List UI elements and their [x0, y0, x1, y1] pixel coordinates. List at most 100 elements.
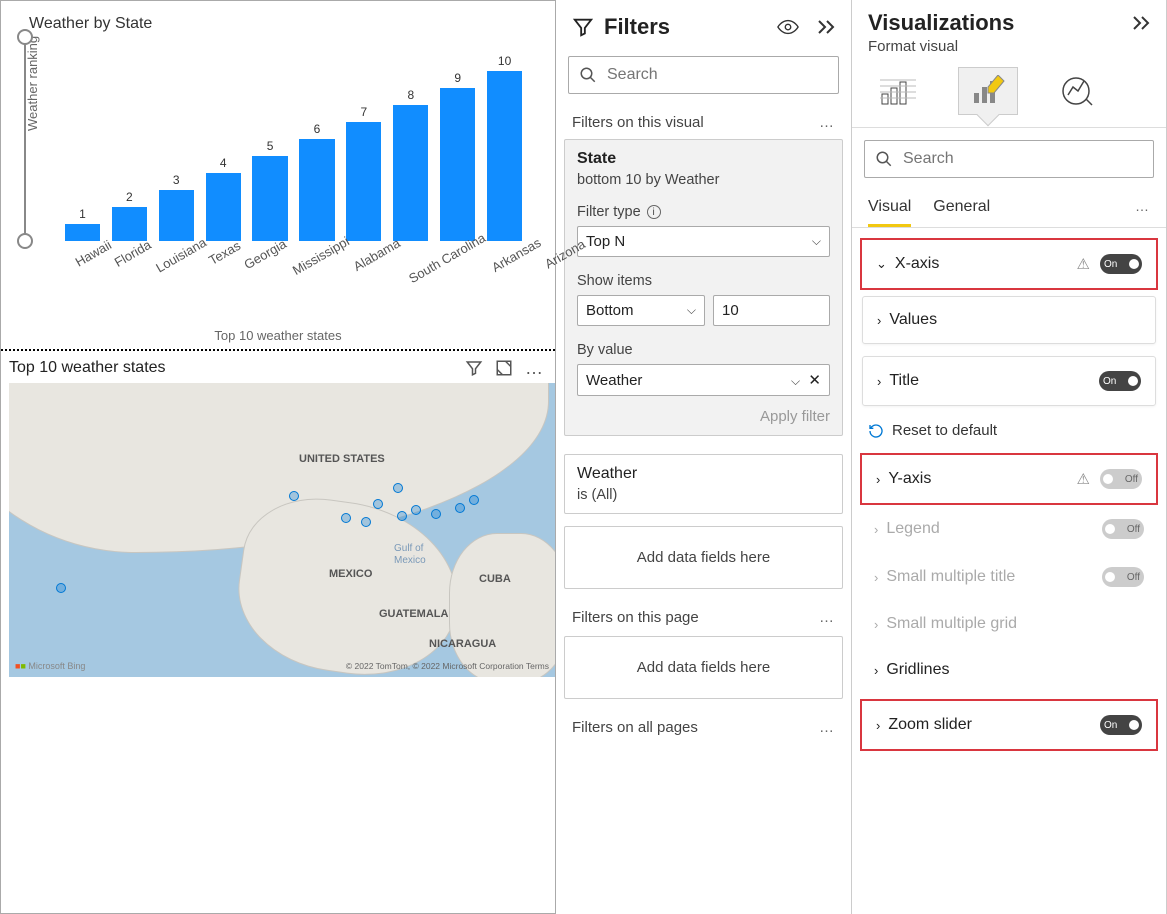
prop-xaxis[interactable]: ⌄ X-axis ⚠ On — [862, 240, 1156, 288]
toggle-zoom[interactable]: On — [1100, 715, 1142, 735]
filter-summary: bottom 10 by Weather — [577, 172, 830, 188]
filters-search[interactable] — [568, 56, 839, 94]
show-items-mode-select[interactable]: Bottom⌵ — [577, 295, 705, 326]
collapse-pane-icon[interactable] — [817, 19, 835, 35]
map-data-point[interactable] — [455, 503, 465, 513]
format-visual-tab-icon[interactable] — [958, 67, 1018, 115]
map-data-point[interactable] — [469, 495, 479, 505]
bar[interactable]: 7 — [342, 105, 385, 241]
more-options-icon[interactable]: … — [521, 355, 547, 381]
tab-general[interactable]: General — [933, 198, 990, 227]
map-country-label: GUATEMALA — [379, 608, 448, 620]
eye-icon[interactable] — [777, 19, 799, 35]
prop-small-multiple-grid: › Small multiple grid — [860, 601, 1158, 647]
map-data-point[interactable] — [361, 517, 371, 527]
focus-mode-icon[interactable] — [491, 355, 517, 381]
visualizations-pane: Visualizations Format visual — [852, 0, 1167, 914]
bar[interactable]: 2 — [108, 190, 151, 241]
zoom-slider-handle-top[interactable] — [17, 29, 33, 45]
collapse-pane-icon[interactable] — [1132, 15, 1150, 31]
toggle-legend: Off — [1102, 519, 1144, 539]
zoom-slider-handle-bottom[interactable] — [17, 233, 33, 249]
map-data-point[interactable] — [373, 499, 383, 509]
filters-pane-header: Filters — [556, 0, 851, 50]
bar[interactable]: 5 — [249, 139, 292, 241]
viz-search-input[interactable] — [901, 149, 1143, 169]
apply-filter-button[interactable]: Apply filter — [577, 408, 830, 425]
toggle-sm-title: Off — [1102, 567, 1144, 587]
format-mode-tabs — [852, 61, 1166, 128]
filters-on-page-label: Filters on this page… — [556, 603, 851, 632]
viz-pane-header: Visualizations — [852, 0, 1166, 36]
tab-visual[interactable]: Visual — [868, 198, 911, 227]
filter-card-state[interactable]: State bottom 10 by Weather Filter typei … — [564, 139, 843, 436]
chart-x-labels: HawaiiFloridaLouisianaTexasGeorgiaMissis… — [69, 243, 524, 258]
show-items-count-input[interactable]: 10 — [713, 295, 830, 326]
bing-attribution: ■■ Microsoft Bing — [15, 661, 85, 671]
bar[interactable]: 3 — [155, 173, 198, 241]
by-value-label: By value — [577, 342, 830, 358]
toggle-title[interactable]: On — [1099, 371, 1141, 391]
search-icon — [579, 66, 597, 84]
map-country-label: MEXICO — [329, 568, 372, 580]
prop-title-card[interactable]: › Title On — [862, 356, 1156, 406]
more-icon[interactable]: … — [819, 719, 835, 736]
chart-x-axis-title: Top 10 weather states — [1, 328, 555, 343]
info-icon[interactable]: i — [647, 205, 661, 219]
prop-values-card[interactable]: ›Values — [862, 296, 1156, 344]
map-data-point[interactable] — [393, 483, 403, 493]
chevron-right-icon: › — [874, 663, 878, 678]
bar-chart-visual[interactable]: Weather by State Weather ranking 1234567… — [1, 1, 555, 349]
map-data-point[interactable] — [411, 505, 421, 515]
prop-zoom-slider[interactable]: › Zoom slider On — [860, 699, 1158, 751]
clear-icon[interactable]: ✕ — [808, 372, 821, 389]
chevron-down-icon: ⌵ — [812, 234, 821, 249]
bar[interactable]: 10 — [483, 54, 526, 241]
chevron-down-icon: ⌄ — [876, 256, 887, 272]
map-area[interactable]: ■■ Microsoft Bing © 2022 TomTom, © 2022 … — [9, 383, 555, 677]
bar[interactable]: 1 — [61, 207, 104, 241]
analytics-tab-icon[interactable] — [1048, 67, 1108, 115]
filter-card-weather[interactable]: Weather is (All) — [564, 454, 843, 514]
warning-icon: ⚠ — [1077, 470, 1090, 488]
more-icon[interactable]: … — [819, 114, 835, 131]
prop-gridlines[interactable]: › Gridlines — [860, 647, 1158, 693]
map-data-point[interactable] — [289, 491, 299, 501]
map-country-label: UNITED STATES — [299, 453, 385, 465]
map-visual-toolbar: … — [461, 355, 547, 381]
chevron-right-icon: › — [876, 472, 880, 487]
by-value-select[interactable]: Weather ⌵ ✕ — [577, 364, 830, 396]
bar[interactable]: 4 — [202, 156, 245, 241]
bar[interactable]: 8 — [389, 88, 432, 241]
format-tabs: Visual General … — [852, 184, 1166, 228]
map-data-point[interactable] — [431, 509, 441, 519]
toggle-yaxis[interactable]: Off — [1100, 469, 1142, 489]
map-visual[interactable]: Top 10 weather states … ■■ Microsoft Bin… — [1, 351, 555, 677]
map-data-point[interactable] — [341, 513, 351, 523]
map-water-label: Gulf of — [394, 543, 423, 554]
viz-search[interactable] — [864, 140, 1154, 178]
toggle-xaxis[interactable]: On — [1100, 254, 1142, 274]
build-visual-tab-icon[interactable] — [868, 67, 928, 115]
prop-yaxis[interactable]: › Y-axis ⚠ Off — [860, 453, 1158, 505]
filter-type-select[interactable]: Top N⌵ — [577, 226, 830, 257]
prop-small-multiple-title: › Small multiple title Off — [860, 553, 1158, 601]
bar[interactable]: 6 — [296, 122, 339, 241]
show-items-label: Show items — [577, 273, 830, 289]
map-data-point[interactable] — [56, 583, 66, 593]
more-icon[interactable]: … — [819, 609, 835, 626]
chevron-down-icon: ⌵ — [791, 374, 800, 388]
filters-search-input[interactable] — [605, 65, 828, 85]
reset-to-default[interactable]: Reset to default — [852, 412, 1166, 453]
filter-icon[interactable] — [461, 355, 487, 381]
add-fields-visual[interactable]: Add data fields here — [564, 526, 843, 589]
zoom-slider-track[interactable] — [24, 36, 26, 241]
add-fields-page[interactable]: Add data fields here — [564, 636, 843, 699]
viz-subtitle: Format visual — [852, 36, 1166, 61]
bar[interactable]: 9 — [436, 71, 479, 241]
map-country-label: NICARAGUA — [429, 638, 496, 650]
map-title: Top 10 weather states — [9, 359, 166, 377]
search-icon — [875, 150, 893, 168]
more-icon[interactable]: … — [1135, 198, 1150, 227]
map-data-point[interactable] — [397, 511, 407, 521]
